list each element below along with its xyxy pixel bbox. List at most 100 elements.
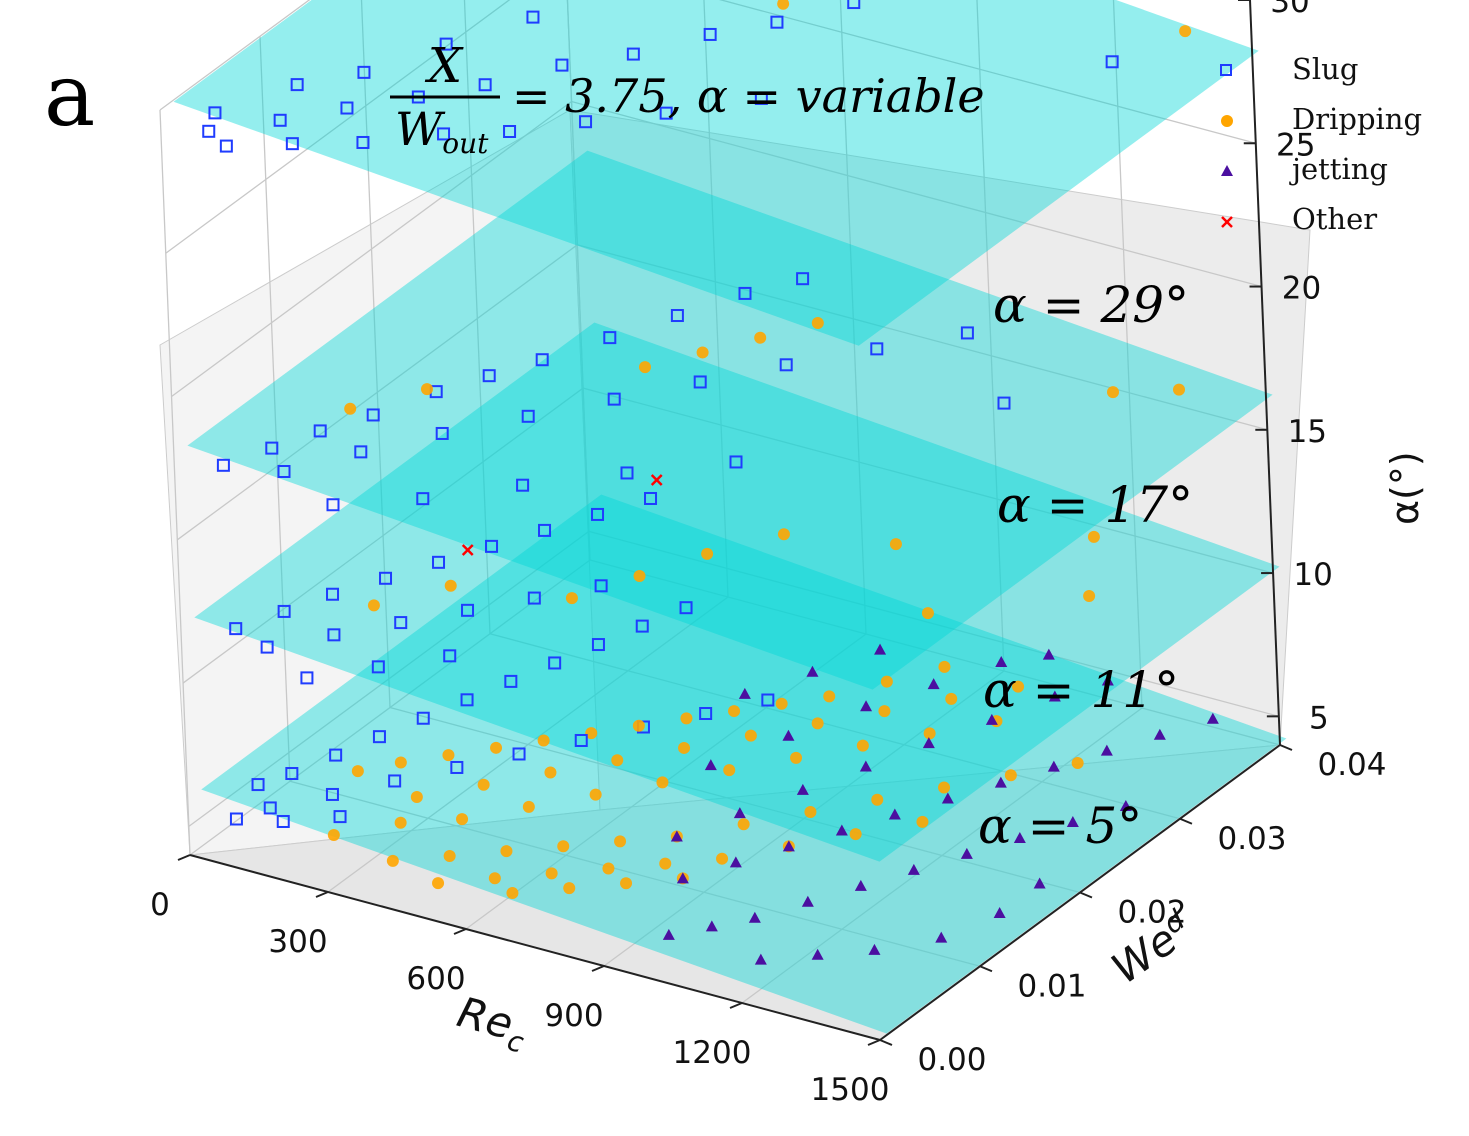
data-point-slug xyxy=(285,767,299,781)
data-point-jetting xyxy=(994,776,1007,788)
x-tick-label: 900 xyxy=(544,998,603,1034)
data-point-slug xyxy=(260,640,274,654)
data-point-dripping xyxy=(856,739,869,752)
data-point-dripping xyxy=(728,705,741,718)
data-point-slug xyxy=(327,628,341,642)
data-point-slug xyxy=(703,27,717,41)
data-point-jetting xyxy=(1206,712,1219,724)
x-tick-label: 0 xyxy=(150,887,170,923)
data-point-jetting xyxy=(754,953,767,965)
legend-label-slug: Slug xyxy=(1292,52,1358,86)
data-point-slug xyxy=(439,37,453,51)
x-tick xyxy=(453,928,467,935)
data-point-dripping xyxy=(945,692,958,705)
data-point-slug xyxy=(512,747,526,761)
data-point-dripping xyxy=(367,599,380,612)
data-point-jetting xyxy=(1100,744,1113,756)
data-point-slug xyxy=(432,555,446,569)
data-point-dripping xyxy=(871,793,884,806)
grid-line-z xyxy=(159,0,1250,111)
data-point-slug xyxy=(263,801,277,815)
data-point-slug xyxy=(326,498,340,512)
data-point-dripping xyxy=(880,675,893,688)
data-point-dripping xyxy=(456,813,469,826)
data-point-dripping xyxy=(632,719,645,732)
data-point-slug xyxy=(460,693,474,707)
grid-line-y xyxy=(159,109,191,856)
data-point-slug xyxy=(620,466,634,480)
data-point-slug xyxy=(574,733,588,747)
data-point-dripping xyxy=(889,538,902,551)
grid-line-y-floor xyxy=(389,706,1081,894)
data-point-slug xyxy=(478,78,492,92)
data-point-slug xyxy=(229,812,243,826)
legend-marker-dripping xyxy=(1221,115,1233,127)
data-point-dripping xyxy=(488,872,501,885)
x-tick-label: 300 xyxy=(268,924,327,960)
data-point-dripping xyxy=(823,690,836,703)
x-tick xyxy=(591,965,605,972)
data-point-slug xyxy=(229,622,243,636)
data-point-slug xyxy=(738,286,752,300)
data-point-jetting xyxy=(985,713,998,725)
data-point-slug xyxy=(503,125,517,139)
data-point-dripping xyxy=(744,729,757,742)
data-point-slug xyxy=(960,326,974,340)
data-point-dripping xyxy=(938,660,951,673)
data-point-jetting xyxy=(1101,674,1114,686)
data-point-dripping xyxy=(394,816,407,829)
data-point-jetting xyxy=(888,808,901,820)
data-point-dripping xyxy=(1087,530,1100,543)
data-point-slug xyxy=(548,656,562,670)
y-tick-label: 0.00 xyxy=(917,1042,986,1078)
x-tick-label: 1200 xyxy=(673,1035,752,1071)
data-point-jetting xyxy=(704,759,717,771)
data-point-dripping xyxy=(811,316,824,329)
data-point-slug xyxy=(693,375,707,389)
data-point-dripping xyxy=(737,818,750,831)
data-point-dripping xyxy=(386,854,399,867)
data-point-slug xyxy=(679,601,693,615)
data-point-slug xyxy=(579,115,593,129)
data-point-dripping xyxy=(777,0,790,10)
data-point-jetting xyxy=(1033,877,1046,889)
data-point-slug xyxy=(394,616,408,630)
data-point-slug xyxy=(521,409,535,423)
plane-label-17: α = 17° xyxy=(997,476,1193,534)
data-point-dripping xyxy=(849,828,862,841)
grid-line-y xyxy=(463,0,491,634)
data-point-slug xyxy=(416,492,430,506)
data-point-jetting xyxy=(670,830,683,842)
data-point-jetting xyxy=(733,807,746,819)
data-point-slug xyxy=(333,810,347,824)
data-point-slug xyxy=(555,58,569,72)
data-point-dripping xyxy=(545,867,558,880)
x-tick-label: 600 xyxy=(406,961,465,997)
z-tick-label: 20 xyxy=(1282,271,1321,307)
title-numerator: X xyxy=(424,38,464,94)
data-point-slug xyxy=(251,778,265,792)
data-point-slug xyxy=(607,392,621,406)
data-point-dripping xyxy=(777,528,790,541)
data-point-dripping xyxy=(394,756,407,769)
data-point-dripping xyxy=(775,697,788,710)
data-point-slug xyxy=(265,441,279,455)
data-point-jetting xyxy=(1153,728,1166,740)
y-tick-label: 0.04 xyxy=(1317,747,1386,783)
data-point-jetting xyxy=(854,879,867,891)
data-point-dripping xyxy=(633,569,646,582)
data-point-dripping xyxy=(1004,769,1017,782)
z-tick-label: 5 xyxy=(1309,700,1329,736)
grid-line-y xyxy=(566,0,591,561)
data-point-dripping xyxy=(916,815,929,828)
alpha-plane-11 xyxy=(194,322,1280,862)
data-point-slug xyxy=(437,127,451,141)
data-point-dripping xyxy=(1071,756,1084,769)
data-point-slug xyxy=(340,101,354,115)
grid-line-z xyxy=(182,387,1274,684)
data-point-dripping xyxy=(620,877,633,890)
data-point-slug xyxy=(770,15,784,29)
data-point-jetting xyxy=(782,729,795,741)
y-tick-label: 0.01 xyxy=(1017,968,1086,1004)
data-point-jetting xyxy=(811,948,824,960)
